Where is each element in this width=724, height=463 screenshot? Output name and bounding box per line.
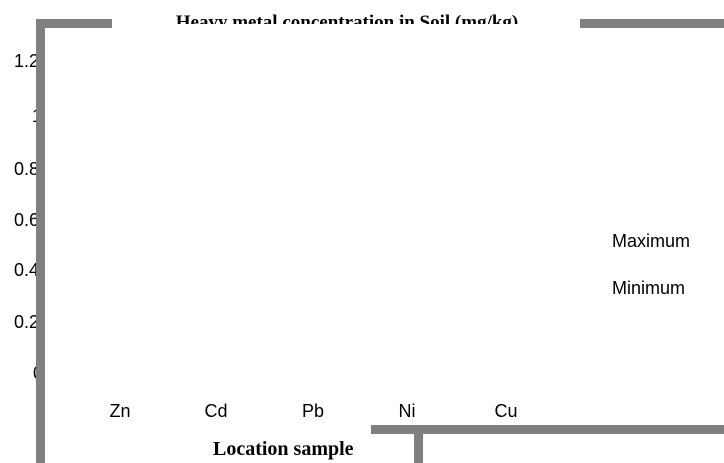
legend-entry-minimum: Minimum bbox=[612, 278, 686, 298]
x-tick-label-pb: Pb bbox=[301, 401, 325, 421]
frame-top-right-bar bbox=[580, 19, 724, 28]
chart-title: Heavy metal concentration in Soil (mg/kg… bbox=[175, 12, 519, 24]
frame-left-bar bbox=[36, 19, 45, 463]
frame-bottom-bar bbox=[371, 425, 724, 434]
x-tick-label-ni: Ni bbox=[398, 401, 416, 421]
legend-entry-maximum: Maximum bbox=[612, 231, 691, 251]
frame-bottom-stem bbox=[414, 425, 423, 463]
y-tick-label-0.8: 0.8 bbox=[14, 159, 40, 179]
x-tick-label-cd: Cd bbox=[204, 401, 228, 421]
x-axis-label: Location sample bbox=[213, 438, 354, 460]
y-tick-label-0.6: 0.6 bbox=[14, 210, 40, 230]
frame-top-bar bbox=[36, 19, 112, 28]
y-tick-label-0.4: 0.4 bbox=[14, 260, 40, 280]
x-tick-label-zn: Zn bbox=[109, 401, 131, 421]
x-tick-label-cu: Cu bbox=[494, 401, 518, 421]
y-tick-label-1.2: 1.2 bbox=[14, 51, 40, 71]
y-tick-label-0.2: 0.2 bbox=[14, 312, 40, 332]
